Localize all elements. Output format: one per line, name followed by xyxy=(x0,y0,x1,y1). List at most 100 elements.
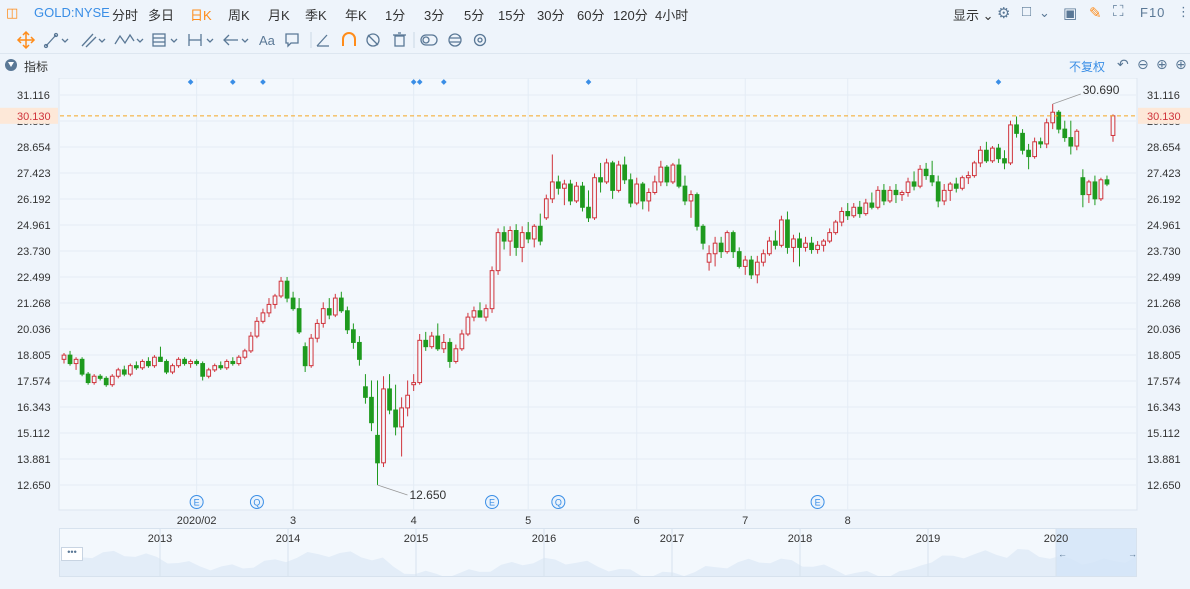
period-tab[interactable]: 5分 xyxy=(464,8,485,23)
arrow-left-icon[interactable] xyxy=(223,34,249,46)
line-icon[interactable] xyxy=(43,32,69,49)
fullscreen-icon[interactable]: ⛶ xyxy=(1113,3,1124,20)
period-tab[interactable]: 分时 xyxy=(112,8,139,23)
candle-body xyxy=(658,166,664,183)
period-tab[interactable]: 多日 xyxy=(148,8,175,23)
period-tab[interactable]: 周K xyxy=(228,8,250,23)
candle-body xyxy=(218,365,224,369)
move-cursor-icon[interactable] xyxy=(16,30,36,50)
high-leader-line xyxy=(1052,93,1081,105)
period-tab[interactable]: 60分 xyxy=(577,8,605,23)
period-tab[interactable]: 日K xyxy=(190,8,212,23)
gear-icon[interactable]: ⚙ xyxy=(997,5,1011,22)
candle-body xyxy=(387,388,392,411)
chevron-down-icon[interactable]: ⌄ xyxy=(1039,5,1050,20)
collapse-icon[interactable] xyxy=(5,59,17,71)
display-menu[interactable]: 显示 ⌄ xyxy=(953,5,994,24)
candle-body xyxy=(568,183,573,202)
x-tick-label: 7 xyxy=(742,515,748,527)
y-tick-label: 23.730 xyxy=(1147,246,1181,258)
candlestick-chart[interactable]: 31.11629.88528.65427.42326.19224.96123.7… xyxy=(0,78,1190,528)
y-tick-label: 16.343 xyxy=(17,402,51,414)
sync-icon[interactable] xyxy=(448,33,462,47)
period-tab[interactable]: 年K xyxy=(345,8,367,23)
candle-body xyxy=(127,365,133,375)
navigator[interactable]: ← → 2013 2014 2015 2016 2017 2018 2019 2020 ••• xyxy=(59,528,1137,578)
pencil-icon[interactable]: ✎ xyxy=(1089,5,1102,22)
candle-body xyxy=(393,409,398,428)
candle-body xyxy=(266,303,272,314)
symbol-label[interactable]: GOLD:NYSE xyxy=(34,5,110,20)
candle-body xyxy=(863,202,869,215)
candle-body xyxy=(338,297,344,312)
period-tab[interactable]: 月K xyxy=(268,8,290,23)
more-icon[interactable]: ⋮ xyxy=(1177,4,1190,19)
wave-icon[interactable] xyxy=(114,33,144,45)
navigator-left-arrow: ← xyxy=(1058,549,1067,559)
period-tab[interactable]: 15分 xyxy=(498,8,526,23)
candle-body xyxy=(194,360,200,365)
zoom-out-icon[interactable]: ⊖ xyxy=(1137,56,1149,72)
candle-body xyxy=(1032,141,1037,158)
y-tick-label: 26.192 xyxy=(1147,194,1181,206)
adjust-button[interactable]: 不复权 xyxy=(1069,60,1106,74)
candle-body xyxy=(1044,122,1050,145)
period-tab[interactable]: 30分 xyxy=(537,8,565,23)
candle-body xyxy=(947,183,953,191)
current-price-label-left: 30.130 xyxy=(17,111,51,123)
candle-body xyxy=(164,360,169,373)
candle-body xyxy=(990,147,995,162)
navigator-year-label: 2018 xyxy=(788,533,812,545)
candle-body xyxy=(170,365,175,373)
candle-body xyxy=(971,162,977,177)
candle-body xyxy=(519,232,525,248)
eraser-line-icon[interactable] xyxy=(316,34,329,47)
chart-type-icon[interactable]: □ xyxy=(1022,3,1032,20)
candle-body xyxy=(833,221,839,234)
candle-body xyxy=(869,202,875,208)
measure-icon[interactable] xyxy=(188,34,214,46)
fib-icon[interactable] xyxy=(152,33,178,47)
candle-body xyxy=(308,337,314,367)
candle-body xyxy=(146,360,151,367)
candle-body xyxy=(773,240,778,246)
candle-body xyxy=(200,363,206,377)
candle-body xyxy=(604,162,609,183)
candle-body xyxy=(923,168,929,177)
drawing-tools: Aa xyxy=(16,30,487,50)
navigator-area xyxy=(60,549,1136,578)
indicator-label[interactable]: 指标 xyxy=(24,60,49,74)
navigator-handle-icon[interactable]: ••• xyxy=(61,547,83,561)
candle-body xyxy=(91,375,97,384)
y-tick-label: 20.036 xyxy=(1147,324,1181,336)
period-tab[interactable]: 1分 xyxy=(385,8,406,23)
trash-icon[interactable] xyxy=(393,32,406,47)
expand-icon[interactable]: ⊕ xyxy=(1175,56,1187,72)
undo-icon[interactable]: ↶ xyxy=(1117,56,1129,72)
settings-icon[interactable] xyxy=(473,33,487,47)
y-tick-label: 15.112 xyxy=(1147,428,1180,440)
f10-button[interactable]: F10 xyxy=(1140,5,1166,20)
zoom-in-icon[interactable]: ⊕ xyxy=(1156,56,1168,72)
candle-body xyxy=(399,407,404,428)
text-icon[interactable]: Aa xyxy=(259,33,276,48)
period-tab[interactable]: 3分 xyxy=(424,8,445,23)
candle-body xyxy=(700,225,706,244)
hide-icon[interactable] xyxy=(366,33,380,47)
channel-icon[interactable] xyxy=(81,33,106,48)
period-tab[interactable]: 4小时 xyxy=(655,8,689,23)
period-tab[interactable]: 120分 xyxy=(613,8,648,23)
candles xyxy=(61,103,1116,485)
toggle-icon[interactable] xyxy=(420,34,438,46)
period-tab[interactable]: 季K xyxy=(305,8,327,23)
candle-body xyxy=(785,219,790,248)
sidebar-toggle-icon[interactable]: ◫ xyxy=(6,5,19,20)
y-tick-label: 13.881 xyxy=(17,454,51,466)
magnet-icon[interactable] xyxy=(342,32,356,46)
comment-icon[interactable] xyxy=(285,33,299,48)
camera-icon[interactable]: ▣ xyxy=(1063,5,1078,22)
candle-body xyxy=(736,251,742,267)
candle-body xyxy=(640,183,646,202)
candle-body xyxy=(67,354,73,365)
